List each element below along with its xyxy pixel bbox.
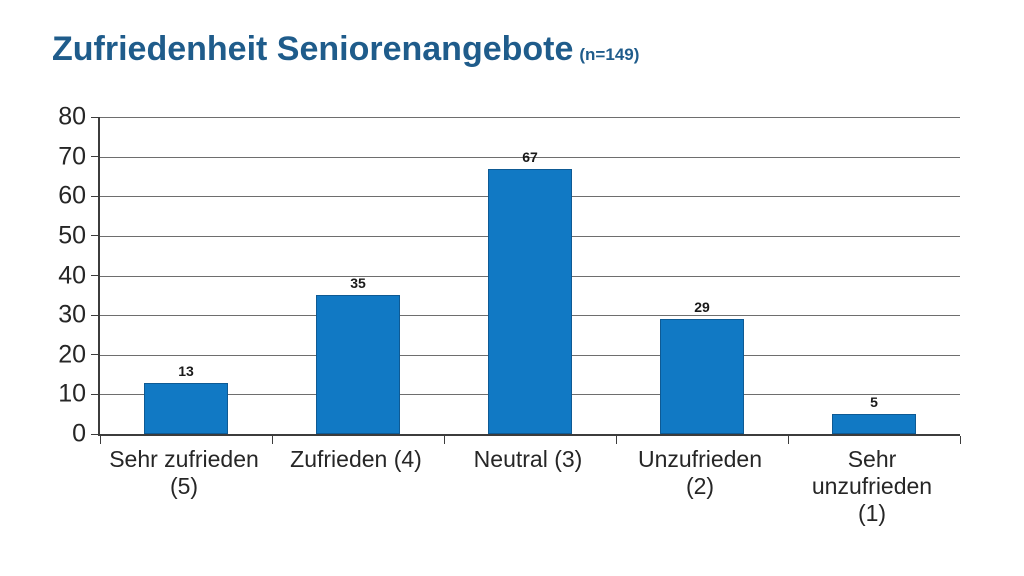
bar-value-label: 13 <box>178 362 194 379</box>
bar-slot: 5 <box>788 117 960 434</box>
bar-Sehr zufrieden (5) <box>144 382 228 434</box>
y-tick-mark <box>91 354 100 356</box>
y-tick-mark <box>91 156 100 158</box>
y-tick-label: 70 <box>58 142 86 171</box>
bar-value-label: 5 <box>870 394 878 411</box>
x-tick-label: Sehr unzufrieden (1) <box>786 446 958 527</box>
y-tick-label: 80 <box>58 102 86 131</box>
bar-slot: 35 <box>272 117 444 434</box>
x-tick-label-line: (5) <box>169 473 199 499</box>
x-tick-label-line: Sehr <box>847 446 897 472</box>
x-tick-label-line: (1) <box>857 500 887 526</box>
bar-slot: 29 <box>616 117 788 434</box>
y-tick-mark <box>91 314 100 316</box>
bar-slot: 13 <box>100 117 272 434</box>
bar-value-label: 29 <box>694 299 710 316</box>
bar-value-label: 35 <box>350 275 366 292</box>
chart-title-text: Zufriedenheit Seniorenangebote <box>52 30 574 68</box>
y-tick-mark <box>91 235 100 237</box>
gridline <box>100 117 960 118</box>
x-tick-label: Unzufrieden (2) <box>614 446 786 500</box>
x-tick-label-line: Unzufrieden <box>637 446 763 472</box>
x-tick-label: Neutral (3) <box>442 446 614 473</box>
x-tick-label: Zufrieden (4) <box>270 446 442 473</box>
y-tick-mark <box>91 195 100 197</box>
bar-Sehr unzufrieden (1) <box>832 414 916 434</box>
x-tick-label-line: unzufrieden <box>811 473 933 499</box>
bar-value-label: 67 <box>522 148 538 165</box>
x-tick-label-line: Sehr zufrieden <box>109 446 259 472</box>
bar-Zufrieden (4) <box>316 295 400 434</box>
bar-Neutral (3) <box>488 168 572 434</box>
chart-title: Zufriedenheit Seniorenangebote (n=149) <box>52 30 639 69</box>
y-tick-mark <box>91 393 100 395</box>
bar-Unzufrieden (2) <box>660 319 744 434</box>
sample-size-label: (n=149) <box>579 45 640 64</box>
y-tick-label: 0 <box>72 419 86 448</box>
y-tick-label: 20 <box>58 340 86 369</box>
gridline <box>100 156 960 158</box>
y-tick-label: 10 <box>58 379 86 408</box>
x-tick-label-line: Zufrieden (4) <box>290 446 422 472</box>
y-tick-mark <box>91 116 100 118</box>
x-tick-mark <box>100 436 101 444</box>
y-tick-mark <box>91 275 100 276</box>
bar-slot: 67 <box>444 117 616 434</box>
y-tick-label: 30 <box>58 300 86 329</box>
y-tick-mark <box>91 433 100 435</box>
x-tick-mark <box>960 436 961 444</box>
y-tick-label: 60 <box>58 181 86 210</box>
x-tick-label: Sehr zufrieden (5) <box>98 446 270 500</box>
chart-plot-area: 0 10 20 30 40 50 60 70 80 13 35 67 29 5 <box>58 104 961 446</box>
y-tick-label: 50 <box>58 221 86 250</box>
x-tick-mark <box>616 436 617 444</box>
x-tick-label-line: (2) <box>685 473 715 499</box>
x-tick-mark <box>272 436 273 444</box>
x-tick-mark <box>444 436 445 444</box>
x-tick-mark <box>788 436 789 444</box>
x-tick-label-line: Neutral (3) <box>473 446 583 472</box>
y-tick-label: 40 <box>58 261 86 289</box>
